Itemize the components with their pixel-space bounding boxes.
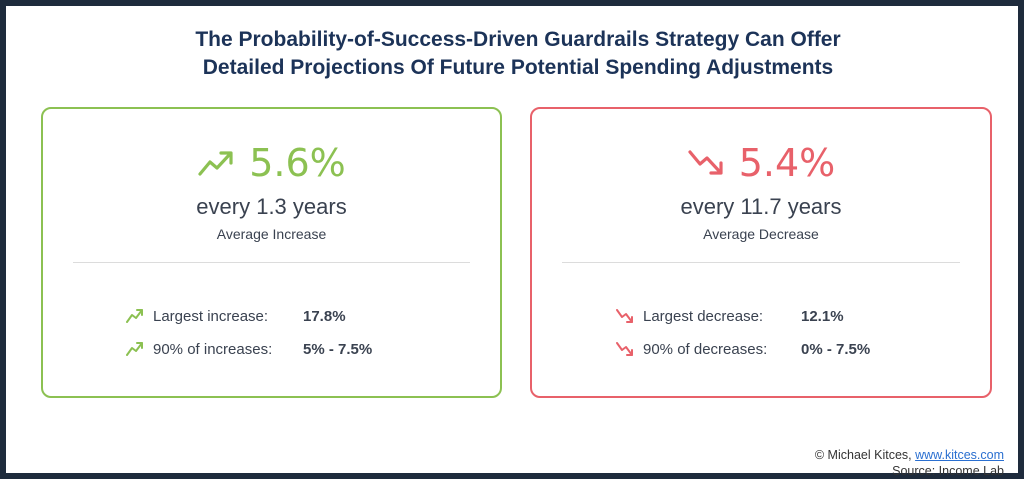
increase-caption: Average Increase bbox=[216, 226, 327, 242]
stat-value: 0% - 7.5% bbox=[801, 340, 871, 358]
source-line: Source: Income Lab bbox=[892, 464, 1004, 478]
stat-row-90pct-increases: 90% of increases: 5% - 7.5% bbox=[125, 338, 372, 360]
copyright-line: © Michael Kitces, www.kitces.com bbox=[815, 447, 1004, 463]
title-line-1: The Probability-of-Success-Driven Guardr… bbox=[195, 28, 841, 51]
trend-down-icon bbox=[615, 339, 635, 359]
average-increase-percent: 5.6% bbox=[249, 141, 346, 185]
title-line-2: Detailed Projections Of Future Potential… bbox=[202, 56, 834, 79]
stat-label: Largest increase: bbox=[153, 307, 269, 325]
increase-card: 5.6% every 1.3 years Average Increase La… bbox=[41, 107, 502, 398]
decrease-hero: 5.4% bbox=[532, 141, 990, 185]
kitces-link[interactable]: www.kitces.com bbox=[915, 448, 1004, 462]
stat-value: 17.8% bbox=[303, 307, 346, 325]
stat-row-largest-decrease: Largest decrease: 12.1% bbox=[615, 305, 844, 327]
divider bbox=[562, 262, 960, 263]
stat-label: Largest decrease: bbox=[643, 307, 764, 325]
divider bbox=[73, 262, 470, 263]
decrease-card: 5.4% every 11.7 years Average Decrease L… bbox=[530, 107, 992, 398]
stat-row-largest-increase: Largest increase: 17.8% bbox=[125, 305, 346, 327]
stat-row-90pct-decreases: 90% of decreases: 0% - 7.5% bbox=[615, 338, 870, 360]
decrease-frequency: every 11.7 years bbox=[680, 194, 842, 219]
stat-label: 90% of decreases: bbox=[643, 340, 768, 358]
increase-hero: 5.6% bbox=[43, 141, 500, 185]
stat-label: 90% of increases: bbox=[153, 340, 273, 358]
credit-block: © Michael Kitces, www.kitces.com Source:… bbox=[815, 447, 1004, 479]
trend-down-icon bbox=[687, 148, 727, 178]
trend-up-icon bbox=[197, 148, 237, 178]
stat-value: 5% - 7.5% bbox=[303, 340, 373, 358]
copyright-text: © Michael Kitces, bbox=[814, 448, 916, 462]
trend-up-icon bbox=[125, 339, 145, 359]
average-decrease-percent: 5.4% bbox=[738, 141, 836, 185]
stat-value: 12.1% bbox=[801, 307, 844, 325]
increase-frequency: every 1.3 years bbox=[196, 194, 347, 219]
page-title: The Probability-of-Success-Driven Guardr… bbox=[6, 26, 1024, 82]
trend-up-icon bbox=[125, 306, 145, 326]
trend-down-icon bbox=[615, 306, 635, 326]
decrease-caption: Average Decrease bbox=[703, 226, 819, 242]
